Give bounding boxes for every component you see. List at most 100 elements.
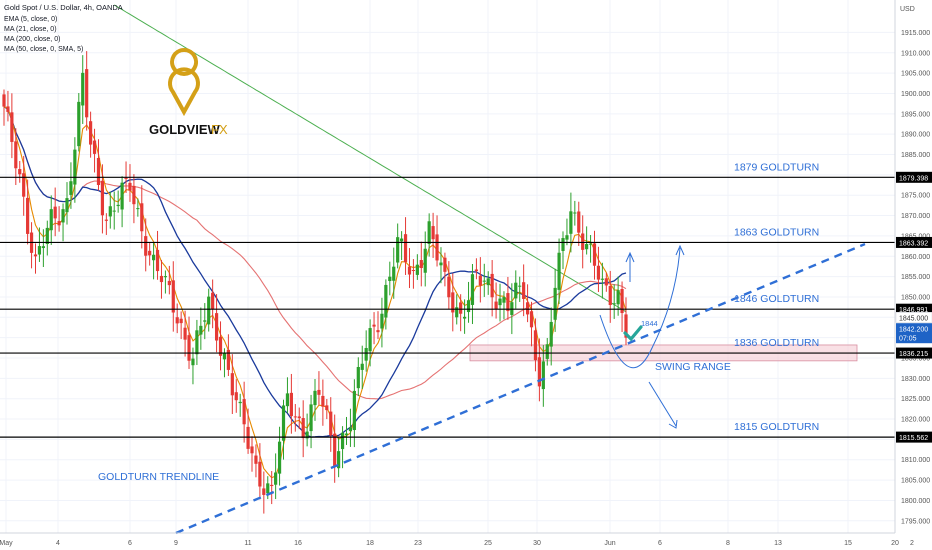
indicator-ma21[interactable]: MA (21, close, 0) (4, 26, 57, 33)
down-arrow-icon (668, 419, 678, 429)
candle-body (65, 198, 69, 213)
candle-body (340, 432, 345, 450)
candle-body (455, 307, 459, 318)
goldview-logo: GOLDVIEW FX (149, 48, 228, 137)
candle-body (337, 451, 341, 469)
candle-body (266, 483, 270, 494)
y-tick-label: 1850.000 (901, 294, 930, 301)
candle-body (175, 317, 179, 324)
candle-body (423, 248, 427, 273)
candle-body (242, 399, 246, 425)
candle-body (195, 330, 199, 355)
candle-body (132, 185, 136, 205)
candle-body (352, 390, 356, 431)
level-label: 1879 GOLDTURN (734, 161, 819, 173)
candle-body (620, 288, 624, 314)
location-pin-icon (168, 48, 200, 117)
candle-body (14, 141, 18, 169)
candle-body (482, 280, 486, 282)
candle-body (218, 336, 223, 356)
note-1844: 1844 (641, 319, 658, 328)
candle-body (297, 416, 301, 419)
candle-body (443, 257, 447, 272)
indicator-ma50[interactable]: MA (50, close, 0, SMA, 5) (4, 46, 83, 53)
candle-body (494, 301, 498, 310)
candle-body (514, 282, 518, 299)
candle-body (100, 180, 105, 216)
candle-body (33, 254, 38, 257)
candle-body (274, 472, 278, 485)
x-tick-label: 25 (484, 540, 492, 547)
candle-body (462, 316, 467, 319)
y-tick-label: 1860.000 (901, 254, 930, 261)
logo-brand-text: GOLDVIEW (149, 122, 221, 137)
candle-body (148, 250, 152, 256)
arrowhead-icon (675, 244, 685, 256)
candle-body (45, 227, 49, 245)
candle-body (309, 404, 313, 432)
candle-body (372, 324, 376, 327)
time-axis: May 4 6 9 11 16 18 23 25 30 Jun 6 8 13 15 20 2 (0, 532, 914, 547)
candle-body (258, 461, 262, 487)
candle-body (53, 206, 57, 219)
y-tick-label: 1875.000 (901, 193, 930, 200)
candle-body (262, 488, 266, 495)
level-tag-bg (896, 171, 932, 183)
x-tick-label: 23 (414, 540, 422, 547)
level-label: 1836 GOLDTURN (734, 337, 819, 349)
candle-body (104, 219, 108, 221)
candle-body (616, 290, 620, 305)
level-tag-bg (896, 236, 932, 248)
candle-body (518, 285, 522, 287)
candle-body (427, 221, 431, 244)
candle-body (92, 140, 97, 154)
candle-body (537, 357, 541, 387)
candle-body (498, 298, 502, 306)
candle-body (364, 348, 368, 361)
y-tick-label: 1865.000 (901, 233, 930, 240)
price-axis: 1795.0001800.0001805.0001810.0001815.000… (894, 0, 932, 533)
candle-body (419, 260, 423, 269)
annotations: GOLDTURN TRENDLINE SWING RANGE 1844 (98, 242, 866, 535)
y-tick-label: 1905.000 (901, 71, 930, 78)
x-tick-label: 11 (244, 540, 251, 547)
x-tick-label: 8 (726, 540, 730, 547)
candle-body (585, 244, 589, 250)
y-tick-label: 1870.000 (901, 213, 930, 220)
candle-body (388, 276, 392, 282)
level-tag-text: 1863.392 (899, 240, 928, 247)
candle-body (317, 389, 321, 395)
candle-body (368, 328, 372, 352)
candle-body (191, 358, 195, 366)
candle-body (608, 286, 612, 306)
level-lines: 1879 GOLDTURN 1863 GOLDTURN 1846 GOLDTURN 1… (0, 161, 895, 438)
candle-body (199, 325, 203, 335)
grid (0, 0, 896, 533)
candle-body (333, 433, 337, 467)
x-tick-label: 16 (294, 540, 302, 547)
candle-body (81, 72, 85, 106)
candle-body (541, 361, 545, 390)
y-tick-label: 1800.000 (901, 498, 930, 505)
candle-body (604, 278, 608, 286)
candle-body (128, 182, 132, 191)
candle-body (136, 208, 140, 210)
candle-body (155, 249, 160, 272)
x-tick-label: 2 (910, 540, 914, 547)
candle-body (525, 302, 530, 315)
projection-curve (599, 247, 681, 369)
candle-body (533, 330, 538, 361)
candle-body (506, 293, 510, 312)
candle-body (400, 238, 404, 242)
countdown-text: 07:05 (899, 336, 917, 343)
candle-body (431, 226, 435, 240)
candle-body (348, 427, 353, 432)
candle-body (140, 203, 144, 232)
candle-body (581, 233, 585, 250)
indicator-ema5[interactable]: EMA (5, close, 0) (4, 16, 57, 23)
candle-body (596, 265, 601, 280)
indicator-ma200[interactable]: MA (200, close, 0) (4, 36, 60, 43)
candle-body (490, 273, 494, 298)
